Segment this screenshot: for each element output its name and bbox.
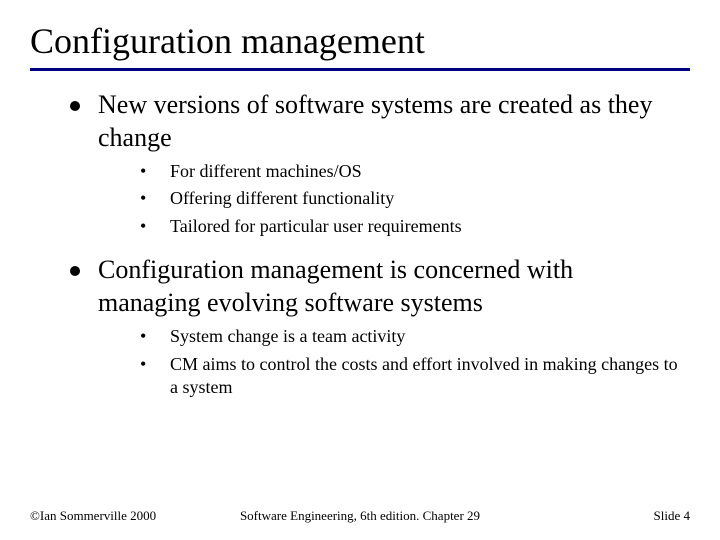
- slide-body: New versions of software systems are cre…: [30, 71, 690, 399]
- bullet-level2: • System change is a team activity: [140, 325, 680, 348]
- dot-bullet-icon: •: [140, 325, 170, 348]
- dot-bullet-icon: •: [140, 353, 170, 376]
- round-bullet-icon: [70, 101, 80, 111]
- bullet-level2: • Offering different functionality: [140, 187, 680, 210]
- sub-bullet-group: • System change is a team activity • CM …: [70, 325, 680, 399]
- slide-title: Configuration management: [30, 20, 690, 71]
- dot-bullet-icon: •: [140, 160, 170, 183]
- bullet-level1: New versions of software systems are cre…: [70, 89, 680, 154]
- round-bullet-icon: [70, 266, 80, 276]
- bullet-level1: Configuration management is concerned wi…: [70, 254, 680, 319]
- dot-bullet-icon: •: [140, 187, 170, 210]
- bullet-level2: • For different machines/OS: [140, 160, 680, 183]
- bullet-text: New versions of software systems are cre…: [98, 89, 680, 154]
- sub-bullet-text: Offering different functionality: [170, 187, 394, 210]
- footer-center: Software Engineering, 6th edition. Chapt…: [30, 508, 690, 524]
- slide-footer: ©Ian Sommerville 2000 Software Engineeri…: [30, 508, 690, 524]
- bullet-level2: • Tailored for particular user requireme…: [140, 215, 680, 238]
- sub-bullet-text: For different machines/OS: [170, 160, 362, 183]
- slide: Configuration management New versions of…: [0, 0, 720, 540]
- sub-bullet-text: System change is a team activity: [170, 325, 405, 348]
- sub-bullet-text: Tailored for particular user requirement…: [170, 215, 462, 238]
- dot-bullet-icon: •: [140, 215, 170, 238]
- bullet-level2: • CM aims to control the costs and effor…: [140, 353, 680, 400]
- bullet-text: Configuration management is concerned wi…: [98, 254, 680, 319]
- sub-bullet-text: CM aims to control the costs and effort …: [170, 353, 680, 400]
- sub-bullet-group: • For different machines/OS • Offering d…: [70, 160, 680, 238]
